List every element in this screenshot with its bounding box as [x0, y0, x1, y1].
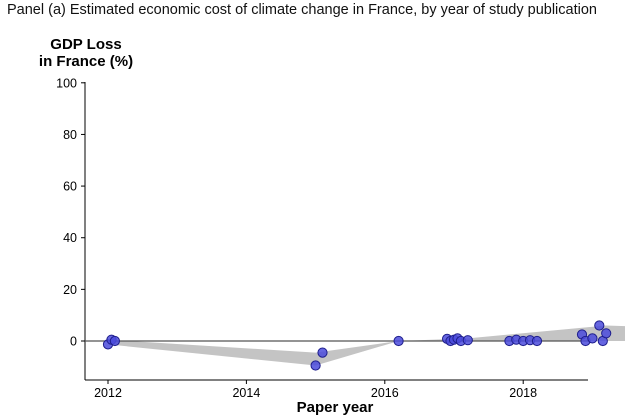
y-tick-label: 20 [63, 283, 77, 297]
data-point [310, 360, 321, 371]
x-tick-label: 2014 [232, 386, 260, 400]
y-tick-label: 100 [56, 76, 77, 90]
data-point [462, 335, 473, 346]
data-point [601, 328, 612, 339]
data-point [531, 335, 543, 347]
points-layer [102, 320, 612, 371]
data-point [109, 335, 121, 347]
y-tick-label: 0 [70, 335, 77, 349]
y-axis-label: GDP Loss in France (%) [26, 36, 146, 70]
axes-layer: 0204060801002012201420162018202020222024 [56, 76, 588, 400]
y-axis-label-line-1: GDP Loss [50, 36, 122, 53]
y-tick-label: 60 [63, 180, 77, 194]
x-tick-label: 2018 [509, 386, 537, 400]
data-point [594, 320, 605, 331]
data-point [393, 335, 404, 347]
range-band [108, 325, 625, 366]
data-point [317, 347, 328, 358]
x-tick-label: 2016 [371, 386, 399, 400]
y-axis-label-line-2: in France (%) [38, 53, 134, 70]
y-tick-label: 80 [63, 128, 77, 142]
data-point [587, 333, 598, 344]
chart-title: Panel (a) Estimated economic cost of cli… [7, 2, 597, 18]
x-tick-label: 2012 [94, 386, 122, 400]
range-band-layer [108, 325, 625, 366]
x-axis-label: Paper year [296, 399, 374, 416]
y-tick-label: 40 [63, 231, 77, 245]
